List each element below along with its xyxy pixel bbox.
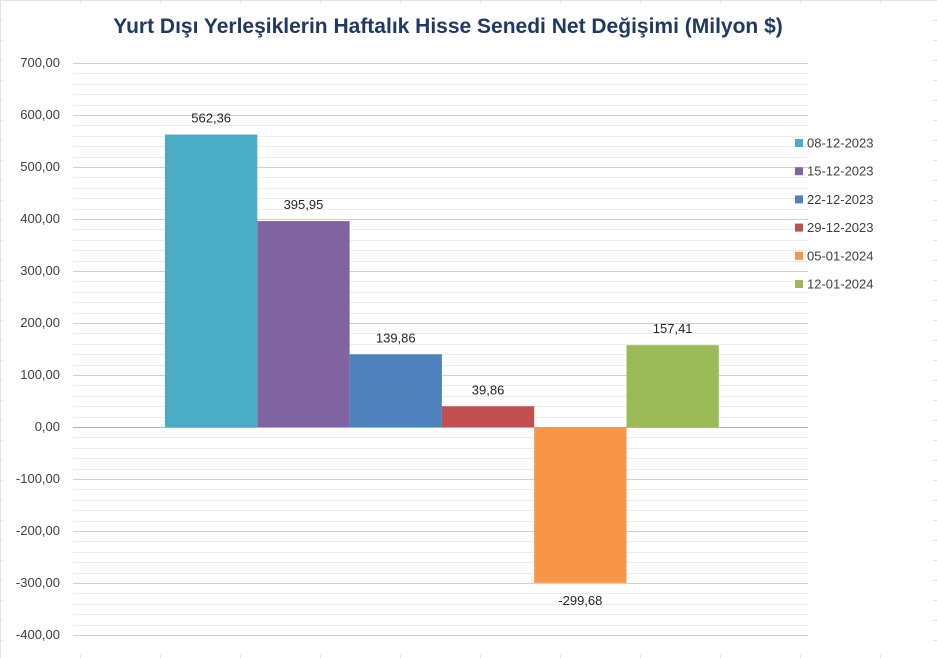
legend-label: 05-01-2024 <box>807 248 874 263</box>
y-axis: 700,00 600,00 500,00 400,00 300,00 200,00 100,… <box>16 55 60 642</box>
data-label-05-01-2024: -299,68 <box>558 593 602 608</box>
legend-item-22-12-2023[interactable]: 22-12-2023 <box>795 192 874 207</box>
y-tick-label: -400,00 <box>16 627 60 642</box>
data-label-15-12-2023: 395,95 <box>284 197 324 212</box>
chart-title: Yurt Dışı Yerleşiklerin Haftalık Hisse S… <box>113 15 783 38</box>
legend: 08-12-2023 15-12-2023 22-12-2023 29-12-2023… <box>795 136 874 292</box>
bar-15-12-2023[interactable] <box>257 221 350 427</box>
y-tick-label: 0,00 <box>35 419 60 434</box>
y-tick-label: 500,00 <box>20 159 60 174</box>
y-tick-label: 600,00 <box>20 107 60 122</box>
y-tick-label: 400,00 <box>20 211 60 226</box>
data-label-08-12-2023: 562,36 <box>191 111 231 126</box>
legend-item-12-01-2024[interactable]: 12-01-2024 <box>795 277 874 292</box>
legend-item-15-12-2023[interactable]: 15-12-2023 <box>795 164 874 179</box>
y-tick-label: 200,00 <box>20 315 60 330</box>
legend-label: 22-12-2023 <box>807 192 874 207</box>
legend-item-29-12-2023[interactable]: 29-12-2023 <box>795 220 874 235</box>
y-tick-label: 700,00 <box>20 55 60 70</box>
bar-12-01-2024[interactable] <box>626 345 719 427</box>
bar-chart: 700,00 600,00 500,00 400,00 300,00 200,00 100,… <box>16 55 874 642</box>
bars <box>165 134 719 583</box>
legend-label: 29-12-2023 <box>807 220 874 235</box>
data-label-29-12-2023: 39,86 <box>472 382 505 397</box>
legend-label: 12-01-2024 <box>807 277 874 292</box>
bar-22-12-2023[interactable] <box>349 354 442 427</box>
legend-swatch <box>795 223 803 232</box>
legend-swatch <box>795 139 803 147</box>
legend-label: 08-12-2023 <box>807 136 874 151</box>
legend-label: 15-12-2023 <box>807 164 874 179</box>
legend-swatch <box>795 251 803 260</box>
y-tick-label: -300,00 <box>16 575 60 590</box>
bar-29-12-2023[interactable] <box>441 406 535 427</box>
data-label-22-12-2023: 139,86 <box>376 330 416 345</box>
data-label-12-01-2024: 157,41 <box>653 321 693 336</box>
bar-05-01-2024[interactable] <box>534 427 627 583</box>
y-tick-label: 100,00 <box>20 367 60 382</box>
chart-area[interactable]: Yurt Dışı Yerleşiklerin Haftalık Hisse S… <box>3 3 933 655</box>
bar-08-12-2023[interactable] <box>165 134 258 427</box>
data-labels: 562,36 395,95 139,86 39,86 -299,68 157,41 <box>191 111 692 608</box>
legend-swatch <box>795 280 803 288</box>
legend-item-08-12-2023[interactable]: 08-12-2023 <box>795 136 874 151</box>
y-tick-label: -200,00 <box>16 523 60 538</box>
legend-swatch <box>795 195 803 204</box>
y-tick-label: -100,00 <box>16 471 60 486</box>
y-tick-label: 300,00 <box>20 263 60 278</box>
legend-item-05-01-2024[interactable]: 05-01-2024 <box>795 248 874 263</box>
legend-swatch <box>795 167 803 176</box>
